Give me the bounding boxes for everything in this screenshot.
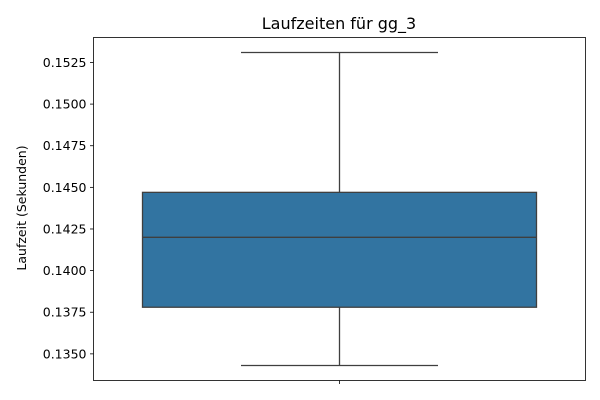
y-tick-label: 0.1475 xyxy=(43,138,87,153)
y-tick-label: 0.1400 xyxy=(43,263,87,278)
y-tick-label: 0.1350 xyxy=(43,346,87,361)
box-plot xyxy=(141,51,538,367)
y-tick-label: 0.1525 xyxy=(43,55,87,70)
y-axis-label: Laufzeit (Sekunden) xyxy=(14,145,29,270)
y-tick-label: 0.1500 xyxy=(43,97,87,112)
iqr-box xyxy=(141,191,538,308)
y-tick-label: 0.1425 xyxy=(43,221,87,236)
chart-title: Laufzeiten für gg_3 xyxy=(262,14,416,34)
y-tick-label: 0.1375 xyxy=(43,305,87,320)
y-axis-ticks: 0.1350 0.1375 0.1400 0.1425 0.1450 0.1475 0.15… xyxy=(43,55,94,361)
y-tick-label: 0.1450 xyxy=(43,180,87,195)
